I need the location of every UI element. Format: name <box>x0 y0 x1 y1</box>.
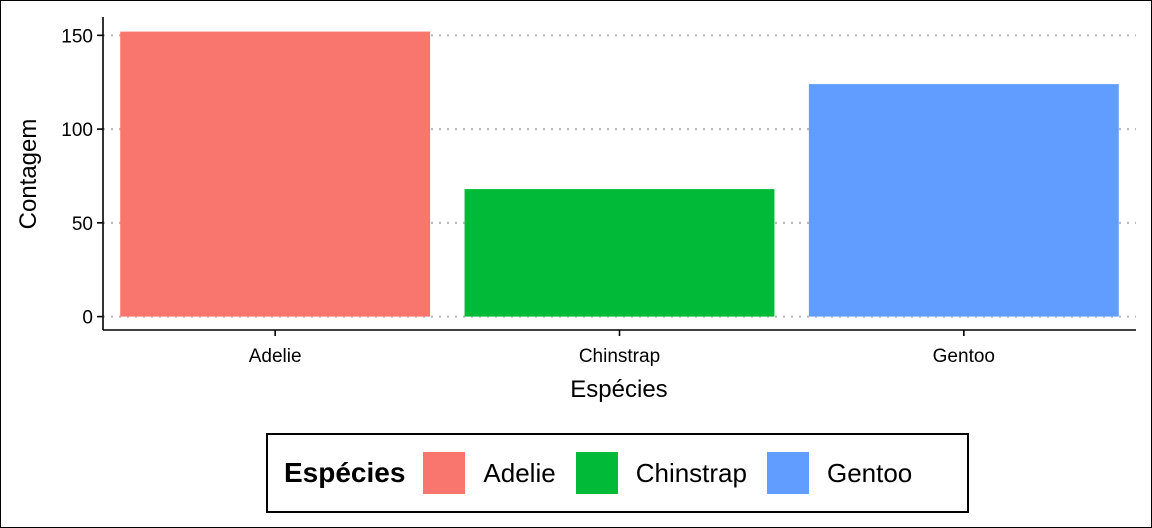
x-axis-title: Espécies <box>570 376 667 403</box>
legend-item-chinstrap: Chinstrap <box>575 452 747 494</box>
legend-item-adelie: Adelie <box>423 452 556 494</box>
y-tick-label-50: 50 <box>72 214 93 235</box>
bars <box>120 31 1119 317</box>
y-tick-label-0: 0 <box>82 308 93 329</box>
legend-key-adelie <box>423 452 466 494</box>
x-tick-label-chinstrap: Chinstrap <box>579 346 660 367</box>
legend-items: Adelie Chinstrap Gentoo <box>423 452 932 494</box>
axes: 0 50 100 150 Adelie Chinstrap Gentoo <box>61 17 1136 367</box>
legend-key-chinstrap <box>575 452 618 494</box>
x-tick-label-gentoo: Gentoo <box>933 346 995 367</box>
x-tick-label-adelie: Adelie <box>249 346 302 367</box>
y-tick-label-100: 100 <box>61 120 93 141</box>
legend-item-gentoo: Gentoo <box>766 452 913 494</box>
legend-title: Espécies <box>284 457 406 488</box>
bar-gentoo <box>808 84 1119 317</box>
legend-label-chinstrap: Chinstrap <box>635 457 747 488</box>
legend: Espécies Adelie Chinstrap Gentoo <box>266 433 969 513</box>
y-axis-title: Contagem <box>15 119 42 230</box>
legend-label-gentoo: Gentoo <box>826 457 913 488</box>
legend-key-gentoo <box>766 452 809 494</box>
bar-chinstrap <box>464 189 775 317</box>
bar-adelie <box>120 31 431 317</box>
legend-label-adelie: Adelie <box>483 457 556 488</box>
y-tick-label-150: 150 <box>61 26 93 47</box>
